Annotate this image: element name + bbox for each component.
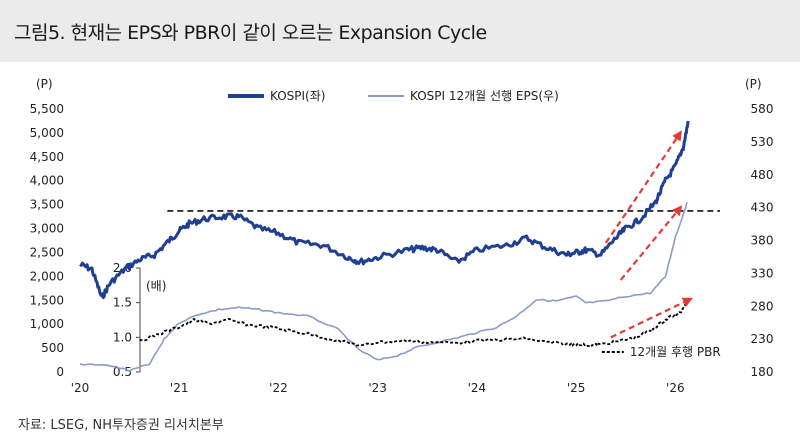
- left-tick-label: 2,000: [30, 269, 64, 283]
- inset-unit-label: (배): [146, 279, 166, 293]
- right-tick-label: 430: [751, 201, 774, 215]
- right-tick-label: 580: [751, 102, 774, 116]
- right-tick-label: 230: [751, 332, 774, 346]
- trend-arrow-2: [610, 297, 693, 339]
- left-tick-label: 0: [56, 365, 64, 379]
- right-tick-label: 280: [751, 299, 774, 313]
- trend-arrow-1: [619, 205, 683, 281]
- left-tick-label: 500: [41, 341, 64, 355]
- left-tick-label: 4,500: [30, 150, 64, 164]
- right-axis: 180 230 280 330 380 430 480 530 580: [751, 102, 774, 379]
- x-tick-label: '20: [71, 381, 90, 395]
- left-axis-unit: (P): [36, 77, 53, 91]
- inset-tick-label: 0.5: [113, 365, 132, 379]
- left-tick-label: 2,500: [30, 245, 64, 259]
- right-tick-label: 530: [751, 135, 774, 149]
- left-tick-label: 1,000: [30, 317, 64, 331]
- left-tick-label: 1,500: [30, 293, 64, 307]
- right-tick-label: 480: [751, 168, 774, 182]
- chart-svg: (P) (P) KOSPI(좌) KOSPI 12개월 선행 EPS(우) 0 50…: [30, 77, 774, 395]
- right-tick-label: 330: [751, 266, 774, 280]
- series-line-1: [79, 201, 688, 372]
- source-note: 자료: LSEG, NH투자증권 리서치본부: [18, 418, 224, 433]
- x-tick-label: '26: [666, 381, 685, 395]
- left-tick-label: 4,000: [30, 174, 64, 188]
- series-layer: 12개월 후행 PBR: [79, 120, 721, 372]
- inset-tick-label: 1.5: [113, 296, 132, 310]
- right-tick-label: 380: [751, 234, 774, 248]
- inset-tick-label: 1.0: [113, 330, 132, 344]
- right-axis-unit: (P): [745, 77, 762, 91]
- right-tick-label: 180: [751, 365, 774, 379]
- x-tick-label: '23: [368, 381, 387, 395]
- left-tick-label: 5,000: [30, 126, 64, 140]
- left-tick-label: 5,500: [30, 102, 64, 116]
- x-tick-label: '24: [468, 381, 487, 395]
- legend-label-0: KOSPI(좌): [270, 89, 325, 103]
- legend: KOSPI(좌) KOSPI 12개월 선행 EPS(우): [228, 88, 559, 103]
- series-line-2: [139, 298, 689, 348]
- inset-axis: 0.51.01.52.0(배): [113, 261, 167, 379]
- left-tick-label: 3,000: [30, 222, 64, 236]
- left-tick-label: 3,500: [30, 198, 64, 212]
- x-axis: '20 '21 '22 '23 '24 '25 '26: [71, 381, 685, 395]
- legend-label-1: KOSPI 12개월 선행 EPS(우): [410, 88, 559, 103]
- title-bar: 그림5. 현재는 EPS와 PBR이 같이 오르는 Expansion Cycl…: [0, 0, 800, 62]
- x-tick-label: '21: [170, 381, 189, 395]
- trend-arrow-0: [604, 130, 682, 244]
- x-tick-label: '25: [567, 381, 586, 395]
- inset-series-label: 12개월 후행 PBR: [630, 344, 721, 359]
- left-axis: 0 500 1,000 1,500 2,000 2,500 3,000 3,500 4,000 4…: [30, 102, 64, 379]
- series-line-0: [79, 120, 690, 300]
- chart-title: 그림5. 현재는 EPS와 PBR이 같이 오르는 Expansion Cycl…: [14, 22, 487, 44]
- annotation-layer: [604, 130, 693, 339]
- x-tick-label: '22: [269, 381, 288, 395]
